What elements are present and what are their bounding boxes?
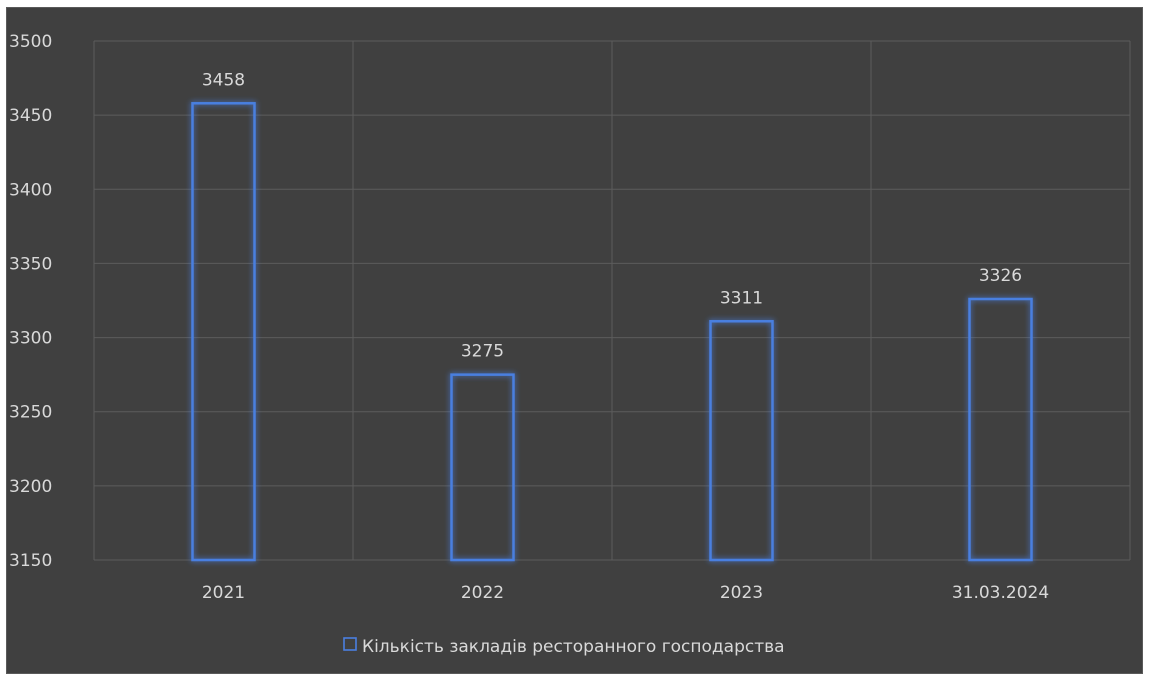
bar	[709, 320, 774, 562]
bar	[450, 373, 515, 562]
bar-value-label: 3458	[202, 70, 245, 90]
bar-chart: 3150 3200 3250 3300 3350 3400 3450 3500 3458 327…	[9, 32, 1131, 657]
y-tick-label: 3200	[9, 477, 52, 497]
y-axis-ticks: 3150 3200 3250 3300 3350 3400 3450 3500	[9, 32, 52, 571]
bar-value-label: 3326	[979, 266, 1022, 286]
x-category-label: 2022	[461, 583, 504, 603]
y-tick-label: 3500	[9, 32, 52, 52]
legend-label: Кількість закладів ресторанного господар…	[362, 637, 785, 657]
y-tick-label: 3350	[9, 254, 52, 274]
bars	[191, 102, 1033, 562]
y-tick-label: 3150	[9, 551, 52, 571]
y-tick-label: 3250	[9, 403, 52, 423]
x-axis-categories: 2021 2022 2023 31.03.2024	[202, 583, 1049, 603]
data-labels: 3458 3275 3311 3326	[202, 70, 1022, 361]
x-category-label: 31.03.2024	[952, 583, 1049, 603]
bar-value-label: 3275	[461, 342, 504, 362]
bar	[191, 102, 256, 562]
legend: Кількість закладів ресторанного господар…	[343, 637, 785, 657]
bar-value-label: 3311	[720, 288, 763, 308]
gridlines	[93, 40, 1131, 561]
y-tick-label: 3400	[9, 180, 52, 200]
x-category-label: 2023	[720, 583, 763, 603]
y-tick-label: 3300	[9, 329, 52, 349]
chart-area: 3150 3200 3250 3300 3350 3400 3450 3500 3458 327…	[6, 7, 1143, 674]
x-category-label: 2021	[202, 583, 245, 603]
y-tick-label: 3450	[9, 106, 52, 126]
legend-swatch	[343, 637, 357, 651]
bar	[968, 297, 1033, 562]
